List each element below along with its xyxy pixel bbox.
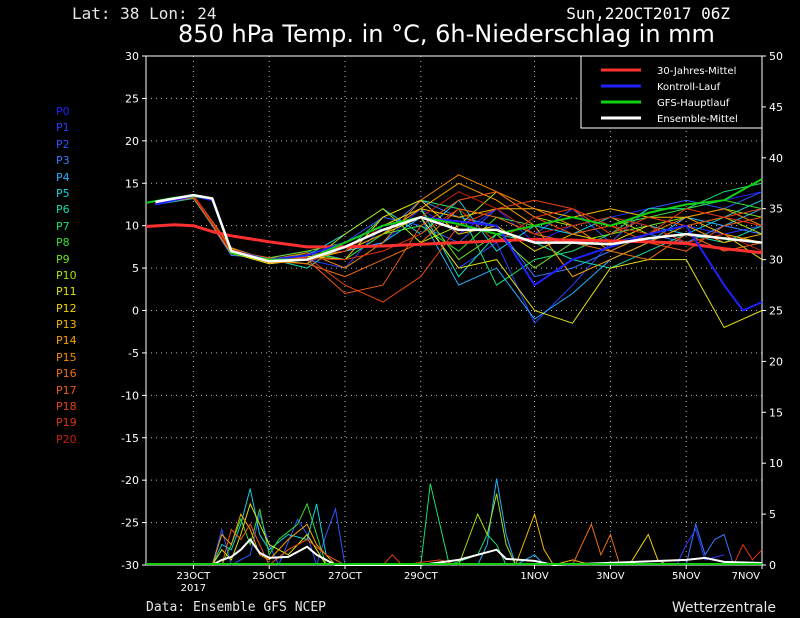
- y2-tick-label: 5: [769, 508, 776, 521]
- run-date-label: Sun,22OCT2017 06Z: [566, 4, 730, 23]
- series-line-ensemble-mittel: [155, 193, 763, 263]
- y-tick-label: 15: [125, 177, 139, 190]
- x-tick-label: 1NOV: [520, 571, 549, 582]
- temp-line-p17: [155, 191, 763, 295]
- temp-line-p11: [155, 194, 763, 329]
- member-label-p6: P6: [56, 203, 70, 217]
- legend-label: Ensemble-Mittel: [657, 114, 738, 125]
- lat-lon-label: Lat: 38 Lon: 24: [72, 4, 217, 23]
- y-tick-label: 30: [125, 50, 139, 63]
- member-label-p18: P18: [56, 400, 77, 414]
- member-label-p11: P11: [56, 285, 77, 299]
- y2-tick-label: 30: [769, 254, 783, 267]
- member-label-p7: P7: [56, 219, 70, 233]
- member-label-p19: P19: [56, 416, 77, 430]
- y2-tick-label: 15: [769, 406, 783, 419]
- x-tick-label: 3NOV: [596, 571, 625, 582]
- member-label-p10: P10: [56, 268, 77, 282]
- y2-tick-label: 20: [769, 355, 783, 368]
- temp-line-p1: [155, 197, 763, 325]
- precip-line-p13: [515, 512, 592, 566]
- y-tick-label: 10: [125, 220, 139, 233]
- member-label-p9: P9: [56, 252, 70, 266]
- y2-tick-label: 45: [769, 101, 783, 114]
- y2-tick-label: 10: [769, 457, 783, 470]
- y2-tick-label: 35: [769, 203, 783, 216]
- member-label-p8: P8: [56, 236, 70, 250]
- member-label-p17: P17: [56, 383, 77, 397]
- y-tick-label: -30: [121, 559, 139, 572]
- member-label-p14: P14: [56, 334, 77, 348]
- member-label-p5: P5: [56, 186, 70, 200]
- x-tick-label: 5NOV: [672, 571, 701, 582]
- member-label-p0: P0: [56, 105, 70, 118]
- precip-line-p10: [458, 493, 517, 566]
- y-tick-label: 0: [132, 305, 139, 318]
- plot-frame: [145, 55, 763, 566]
- legend-box: [580, 55, 763, 129]
- member-label-p20: P20: [56, 432, 77, 446]
- x-tick-sublabel: 2017: [181, 583, 206, 594]
- y2-tick-label: 25: [769, 305, 783, 318]
- y-tick-label: -20: [121, 474, 139, 487]
- x-tick-label: 23OCT: [177, 571, 212, 582]
- member-label-p12: P12: [56, 301, 77, 315]
- y-tick-label: -25: [121, 517, 139, 530]
- member-label-p16: P16: [56, 367, 77, 381]
- legend-label: 30-Jahres-Mittel: [657, 66, 736, 77]
- precip-line-p19: [733, 543, 763, 566]
- y-tick-label: 5: [132, 262, 139, 275]
- y-tick-label: -15: [121, 432, 139, 445]
- y2-tick-label: 40: [769, 152, 783, 165]
- y-tick-label: -10: [121, 389, 139, 402]
- precip-line-p16: [572, 522, 621, 566]
- precip-line-p8: [221, 502, 327, 566]
- precip-line-p1: [676, 528, 725, 566]
- member-label-p2: P2: [56, 137, 70, 151]
- member-label-p13: P13: [56, 318, 77, 332]
- series-line--jahres-mittel: [145, 223, 763, 255]
- data-source-label: Data: Ensemble GFS NCEP: [146, 600, 327, 615]
- member-label-p15: P15: [56, 350, 77, 364]
- x-tick-label: 29OCT: [404, 571, 439, 582]
- chart-title: 850 hPa Temp. in °C, 6h-Niederschlag in …: [178, 20, 715, 48]
- precip-line-p11: [211, 502, 327, 566]
- member-list: P0 P1 P2 P3 P4 P5 P6 P7 P8 P9 P10 P11 P12 P13 P14 P15 P1…: [56, 104, 77, 448]
- member-label-p1: P1: [56, 121, 70, 135]
- brand-label: Wetterzentrale: [671, 600, 776, 616]
- y2-tick-label: 50: [769, 50, 783, 63]
- y-tick-label: 20: [125, 135, 139, 148]
- y-tick-label: 25: [125, 92, 139, 105]
- member-label-p4: P4: [56, 170, 70, 184]
- precip-line-p7: [420, 483, 507, 566]
- legend-label: GFS-Hauptlauf: [657, 98, 730, 109]
- x-tick-label: 7NOV: [732, 571, 761, 582]
- x-tick-label: 27OCT: [328, 571, 363, 582]
- precip-line-p4: [477, 478, 545, 566]
- x-tick-label: 25OCT: [252, 571, 287, 582]
- y2-tick-label: 0: [769, 559, 776, 572]
- y-tick-label: -5: [128, 347, 139, 360]
- member-label-p3: P3: [56, 154, 70, 168]
- legend-label: Kontroll-Lauf: [657, 82, 721, 93]
